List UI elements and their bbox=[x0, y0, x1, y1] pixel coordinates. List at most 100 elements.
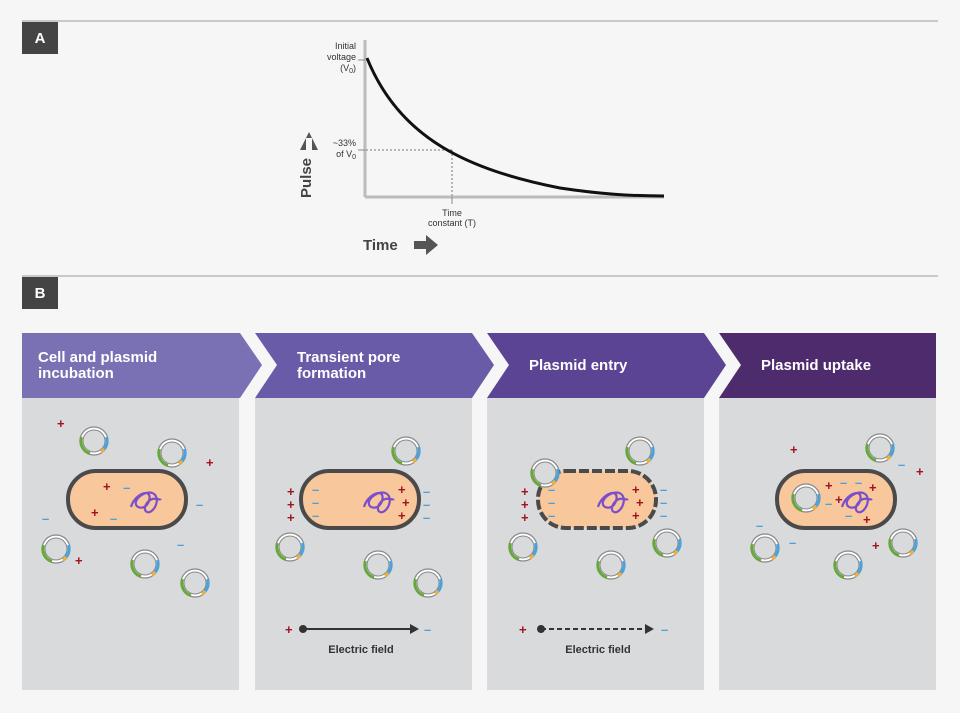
minus-charge: – bbox=[123, 480, 130, 495]
plus-charge: + bbox=[398, 482, 406, 497]
electric-field-label-1: Electric field bbox=[328, 644, 393, 656]
plus-charge: + bbox=[632, 508, 640, 523]
minus-charge: – bbox=[423, 497, 430, 512]
step-2-banner bbox=[255, 333, 494, 398]
plasmid-icon bbox=[749, 532, 781, 564]
step-1-banner bbox=[22, 333, 262, 398]
plus-charge: + bbox=[825, 478, 833, 493]
cell-3 bbox=[536, 469, 658, 530]
plus-charge: + bbox=[519, 622, 527, 637]
plus-charge: + bbox=[287, 510, 295, 525]
plus-charge: + bbox=[402, 495, 410, 510]
plasmid-icon bbox=[274, 531, 306, 563]
mid-label-percent: ~33% bbox=[333, 138, 356, 148]
plasmid-icon bbox=[129, 548, 161, 580]
minus-charge: – bbox=[845, 508, 852, 523]
voltage-decay-graph: Initial voltage (V0) ~33% of V0 Time con… bbox=[298, 40, 665, 255]
minus-charge: – bbox=[855, 475, 862, 490]
step-2-title: Transient pore formation bbox=[297, 349, 401, 382]
minus-charge: – bbox=[825, 496, 832, 511]
minus-charge: – bbox=[42, 511, 49, 526]
minus-charge: – bbox=[177, 537, 184, 552]
minus-charge: – bbox=[312, 495, 319, 510]
plasmid-icon bbox=[790, 482, 822, 514]
time-arrow-icon bbox=[414, 235, 438, 255]
minus-charge: – bbox=[548, 495, 555, 510]
section-a-badge: A bbox=[22, 22, 58, 54]
step-banners bbox=[22, 333, 936, 398]
minus-charge: – bbox=[423, 510, 430, 525]
top-divider bbox=[22, 20, 938, 22]
plus-charge: + bbox=[285, 622, 293, 637]
minus-charge: – bbox=[789, 535, 796, 550]
plasmid-icon bbox=[864, 432, 896, 464]
plus-charge: + bbox=[916, 464, 924, 479]
minus-charge: – bbox=[312, 508, 319, 523]
plus-charge: + bbox=[636, 495, 644, 510]
plasmid-icon bbox=[179, 567, 211, 599]
plus-charge: + bbox=[521, 484, 529, 499]
x-label-time: Time bbox=[442, 208, 462, 218]
minus-charge: – bbox=[110, 511, 117, 526]
plus-charge: + bbox=[872, 538, 880, 553]
minus-charge: – bbox=[660, 482, 667, 497]
minus-charge: – bbox=[840, 475, 847, 490]
plus-charge: + bbox=[869, 480, 877, 495]
plus-charge: + bbox=[206, 455, 214, 470]
step-4-banner bbox=[719, 333, 936, 398]
pulse-axis-title: Pulse bbox=[298, 158, 315, 198]
plus-charge: + bbox=[521, 510, 529, 525]
step-1-title: Cell and plasmid incubation bbox=[38, 349, 158, 382]
plus-charge: + bbox=[75, 553, 83, 568]
time-axis-title: Time bbox=[363, 237, 398, 254]
minus-charge: – bbox=[660, 495, 667, 510]
plasmid-icon bbox=[595, 549, 627, 581]
plus-charge: + bbox=[287, 497, 295, 512]
plasmid-icon bbox=[40, 533, 72, 565]
minus-charge: – bbox=[661, 622, 668, 637]
decay-curve bbox=[365, 57, 665, 198]
cell-2 bbox=[299, 469, 421, 530]
minus-charge: – bbox=[196, 497, 203, 512]
cell-1 bbox=[66, 469, 188, 530]
plasmid-icon bbox=[624, 435, 656, 467]
minus-charge: – bbox=[312, 482, 319, 497]
plasmid-icon bbox=[887, 527, 919, 559]
plasmid-icon bbox=[832, 549, 864, 581]
plasmid-icon bbox=[78, 425, 110, 457]
plasmid-icon bbox=[412, 567, 444, 599]
plus-charge: + bbox=[103, 479, 111, 494]
plus-charge: + bbox=[521, 497, 529, 512]
plus-charge: + bbox=[398, 508, 406, 523]
step-3-banner bbox=[487, 333, 726, 398]
y-label-initial: Initial bbox=[335, 41, 356, 51]
y-label-v0: (V0) bbox=[340, 63, 356, 75]
y-label-voltage: voltage bbox=[327, 52, 356, 62]
plus-charge: + bbox=[863, 512, 871, 527]
plus-charge: + bbox=[91, 505, 99, 520]
plus-charge: + bbox=[57, 416, 65, 431]
pulse-arrow-icon bbox=[300, 132, 318, 150]
plus-charge: + bbox=[287, 484, 295, 499]
section-b-badge: B bbox=[22, 277, 58, 309]
minus-charge: – bbox=[548, 508, 555, 523]
plasmid-icon bbox=[362, 549, 394, 581]
minus-charge: – bbox=[660, 508, 667, 523]
electric-field-label-2: Electric field bbox=[565, 644, 630, 656]
plus-charge: + bbox=[835, 492, 843, 507]
minus-charge: – bbox=[424, 622, 431, 637]
mid-label-of-v0: of V0 bbox=[336, 149, 356, 161]
plus-charge: + bbox=[790, 442, 798, 457]
middle-divider bbox=[22, 275, 938, 277]
minus-charge: – bbox=[423, 484, 430, 499]
plasmid-icon bbox=[507, 531, 539, 563]
plus-charge: + bbox=[632, 482, 640, 497]
minus-charge: – bbox=[548, 482, 555, 497]
plasmid-icon bbox=[156, 437, 188, 469]
step-4-title: Plasmid uptake bbox=[761, 357, 872, 374]
minus-charge: – bbox=[756, 518, 763, 533]
x-label-constant: constant (T) bbox=[428, 218, 476, 228]
plasmid-icon bbox=[651, 527, 683, 559]
plasmid-icon bbox=[390, 435, 422, 467]
